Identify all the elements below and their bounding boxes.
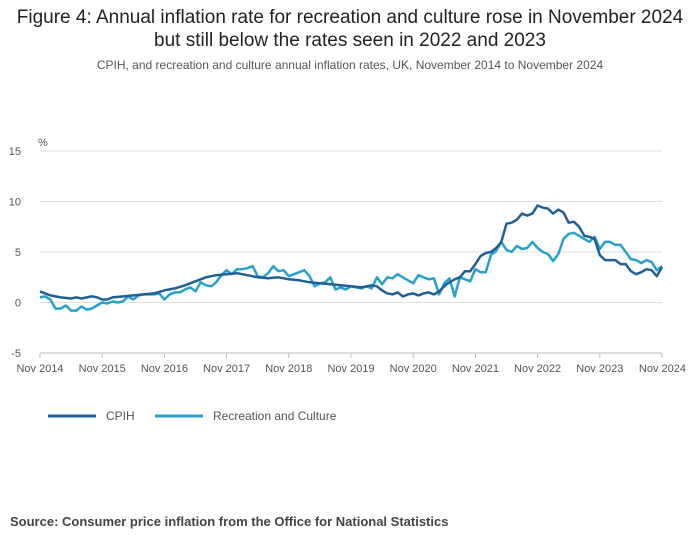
y-tick-label: 0 xyxy=(15,298,21,310)
y-axis-unit-label: % xyxy=(38,137,48,149)
series-lines xyxy=(39,204,664,312)
legend: CPIH Recreation and Culture xyxy=(48,409,337,423)
x-tick-label: Nov 2024 xyxy=(639,363,686,375)
legend-label: CPIH xyxy=(106,409,135,423)
x-tick-label: Nov 2022 xyxy=(514,363,561,375)
x-tick-label: Nov 2023 xyxy=(576,363,623,375)
y-tick-label: 5 xyxy=(15,247,21,259)
y-axis-ticks: -5 0 5 10 15 xyxy=(9,146,21,360)
x-tick-label: Nov 2019 xyxy=(327,363,374,375)
x-axis: Nov 2014 Nov 2015 Nov 2016 Nov 2017 Nov 2018… xyxy=(16,352,686,375)
x-tick-label: Nov 2021 xyxy=(452,363,499,375)
x-tick-label: Nov 2020 xyxy=(390,363,437,375)
chart-subtitle: CPIH, and recreation and culture annual … xyxy=(96,58,604,72)
x-tick-label: Nov 2014 xyxy=(16,363,63,375)
legend-label: Recreation and Culture xyxy=(213,409,337,423)
x-tick-label: Nov 2018 xyxy=(265,363,312,375)
y-tick-label: -5 xyxy=(11,348,21,360)
series-line-recreation-and-culture xyxy=(39,231,663,312)
x-tick-label: Nov 2017 xyxy=(203,363,250,375)
y-tick-label: 10 xyxy=(9,197,21,209)
x-tick-label: Nov 2015 xyxy=(79,363,126,375)
chart-title: Figure 4: Annual inflation rate for recr… xyxy=(16,7,684,51)
gridlines xyxy=(40,150,662,354)
x-tick-label: Nov 2016 xyxy=(141,363,188,375)
y-tick-label: 15 xyxy=(9,146,21,158)
series-line-cpih xyxy=(39,204,664,301)
source-note: Source: Consumer price inflation from th… xyxy=(10,514,449,529)
